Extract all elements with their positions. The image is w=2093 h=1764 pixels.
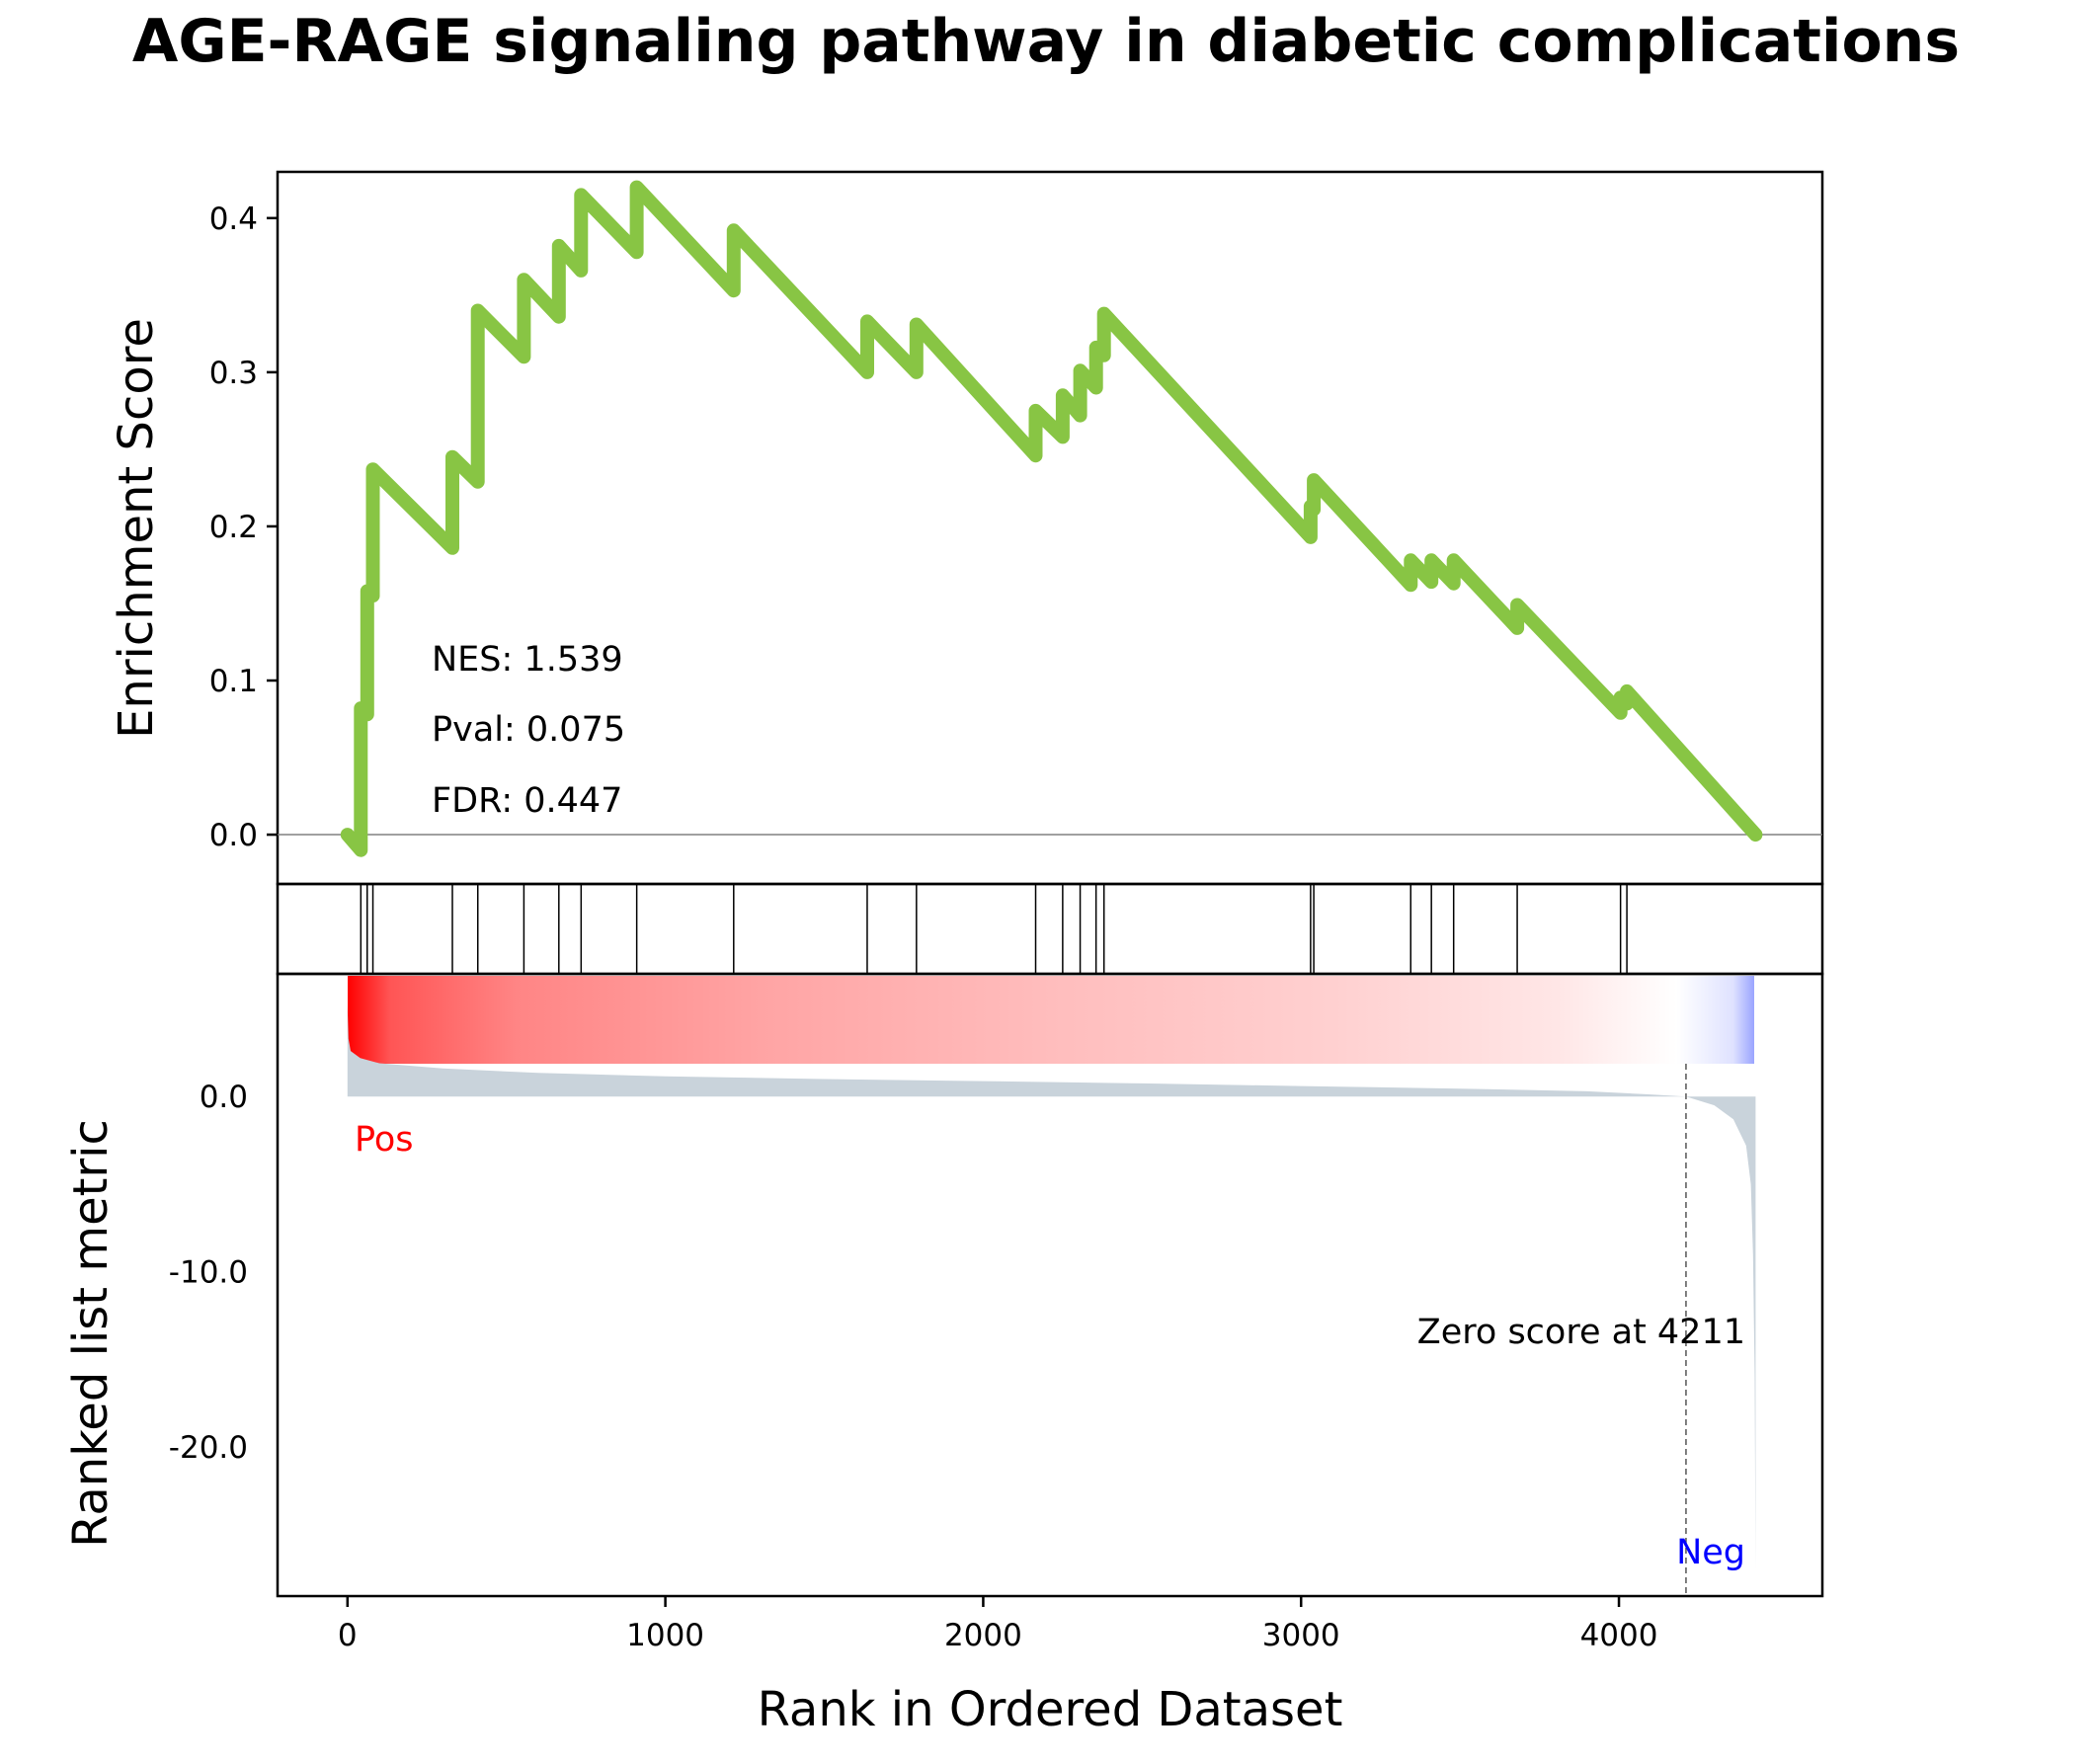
metric-y-tick-label: -10.0 [169, 1255, 248, 1291]
es-y-tick-label: 0.3 [209, 356, 258, 391]
chart-title: AGE-RAGE signaling pathway in diabetic c… [132, 7, 1960, 76]
fdr-label: FDR: 0.447 [432, 781, 622, 821]
x-tick-label: 2000 [944, 1618, 1022, 1653]
hits-panel-frame [276, 882, 1824, 976]
es-panel: 0.0 0.1 0.2 0.3 0.4 NES: 1.539 Pval: 0.075 F… [109, 170, 1824, 886]
hit-markers [360, 884, 1628, 974]
neg-label: Neg [1676, 1533, 1745, 1572]
ranked-metric-area [347, 1004, 1756, 1570]
metric-panel-frame [276, 972, 1824, 1598]
es-running-line [340, 180, 1763, 857]
es-y-tick-label: 0.1 [209, 664, 258, 699]
ranked-metric-fill [347, 1004, 1756, 1570]
hits-panel [276, 882, 1824, 976]
x-tick-label: 3000 [1262, 1618, 1340, 1653]
x-tick-label: 4000 [1580, 1618, 1658, 1653]
x-tick-label: 0 [338, 1618, 358, 1653]
es-y-tick-label: 0.0 [209, 818, 258, 853]
rank-color-bar [348, 976, 1754, 1064]
nes-label: NES: 1.539 [432, 640, 623, 680]
es-y-tick-label: 0.4 [209, 201, 258, 237]
es-y-ticks: 0.0 0.1 0.2 0.3 0.4 [209, 201, 278, 853]
zero-score-label: Zero score at 4211 [1417, 1313, 1745, 1352]
x-tick-label: 1000 [626, 1618, 704, 1653]
metric-y-tick-label: -20.0 [169, 1430, 248, 1466]
pval-label: Pval: 0.075 [432, 710, 625, 750]
x-axis-label: Rank in Ordered Dataset [758, 1682, 1343, 1737]
metric-panel: 0.0 -10.0 -20.0 Pos Neg Zero score at 4211… [63, 972, 1824, 1598]
pos-label: Pos [355, 1120, 414, 1160]
x-axis-ticks: 0 1000 2000 3000 4000 [338, 1596, 1658, 1653]
es-y-tick-label: 0.2 [209, 510, 258, 545]
es-y-axis-label: Enrichment Score [109, 318, 164, 739]
es-running-polyline [340, 180, 1763, 857]
metric-y-ticks: 0.0 -10.0 -20.0 [169, 1080, 248, 1466]
metric-y-tick-label: 0.0 [200, 1080, 248, 1115]
es-panel-frame [276, 170, 1824, 886]
metric-y-axis-label: Ranked list metric [63, 1119, 119, 1548]
